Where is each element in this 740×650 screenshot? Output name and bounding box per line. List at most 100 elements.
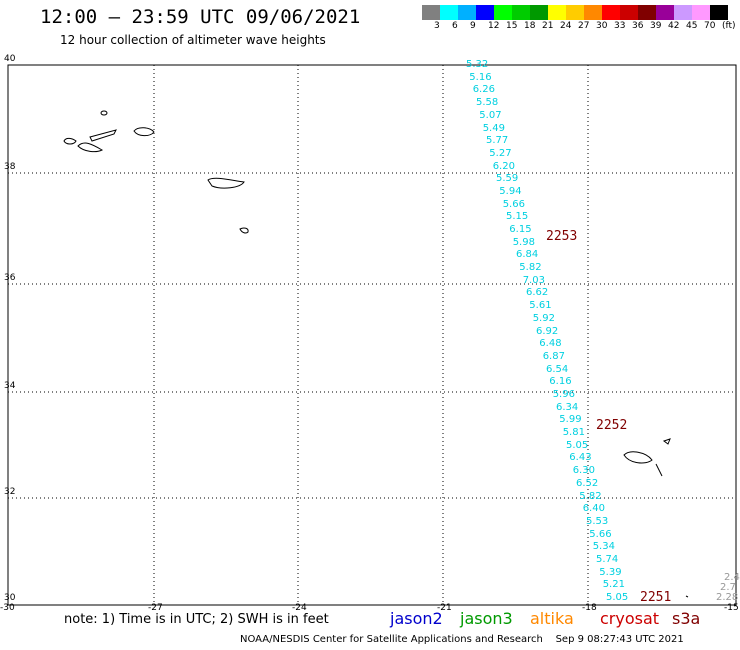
- wave-height-value: 5.96: [552, 389, 575, 400]
- legend-label: 30: [596, 21, 608, 31]
- satellite-name: cryosat: [600, 609, 660, 628]
- legend-label: (ft): [722, 21, 736, 31]
- wave-height-value: 5.77: [486, 135, 509, 147]
- page-title: 12:00 – 23:59 UTC 09/06/2021: [40, 6, 361, 28]
- island: [133, 127, 155, 137]
- edge-value: 2.4: [724, 572, 740, 583]
- legend-label: 18: [524, 21, 536, 31]
- wave-height-value: 6.20: [492, 160, 515, 172]
- x-tick-label: -27: [148, 603, 163, 613]
- satellite-name: s3a: [672, 609, 701, 628]
- wave-height-value: 6.52: [576, 477, 599, 489]
- legend-swatch: [422, 5, 440, 20]
- legend-swatch: [548, 5, 566, 20]
- wave-height-value: 6.30: [572, 465, 595, 477]
- wave-height-value: 5.94: [499, 185, 522, 197]
- edge-value: 2.28: [716, 592, 739, 603]
- wave-height-value: 5.66: [589, 528, 612, 540]
- wave-height-value: 5.59: [496, 173, 519, 185]
- wave-height-value: 5.15: [506, 211, 529, 223]
- wave-height-value: 5.92: [532, 312, 555, 324]
- legend-label: 42: [668, 21, 680, 31]
- wave-height-value: 6.87: [542, 350, 565, 362]
- legend-label: 15: [506, 21, 518, 31]
- island: [655, 463, 663, 477]
- island: [239, 227, 249, 234]
- legend-swatch: [602, 5, 620, 20]
- pass-label: 2253: [546, 229, 578, 244]
- legend-label: 45: [686, 21, 698, 31]
- y-tick-label: 30: [4, 593, 16, 603]
- map-frame: [7, 64, 737, 606]
- satellite-name: jason3: [460, 609, 513, 628]
- legend-label: 33: [614, 21, 626, 31]
- color-legend-labels: 3 6 9 12 15 18 21 24 27 30 33 36 39 42 45 70 (ft): [422, 21, 740, 33]
- island: [662, 438, 671, 445]
- wave-height-value: 6.48: [539, 338, 562, 350]
- wave-height-value: 5.07: [479, 109, 502, 121]
- wave-height-value: 6.16: [549, 376, 572, 388]
- legend-swatch: [512, 5, 530, 20]
- wave-height-value: 5.05: [606, 592, 629, 603]
- wave-height-value: 5.66: [502, 198, 525, 210]
- legend-label: 6: [452, 21, 458, 31]
- legend-swatch: [638, 5, 656, 20]
- wave-height-value: 6.62: [526, 287, 549, 299]
- legend-label: 9: [470, 21, 476, 31]
- island: [207, 177, 245, 189]
- legend-swatch: [620, 5, 638, 20]
- wave-height-value: 6.15: [509, 224, 532, 235]
- wave-height-value: 5.82: [579, 490, 602, 502]
- wave-height-value: 5.82: [519, 262, 542, 273]
- edge-value: 2.7: [720, 582, 736, 593]
- legend-swatch: [440, 5, 458, 20]
- legend-swatch: [458, 5, 476, 20]
- wave-height-value: 5.74: [596, 553, 619, 565]
- x-tick-label: -15: [724, 603, 739, 613]
- x-tick-label: -18: [582, 603, 597, 613]
- island: [63, 137, 77, 145]
- legend-swatch: [692, 5, 710, 20]
- wave-height-value: 5.21: [602, 579, 625, 591]
- y-tick-label: 38: [4, 162, 16, 172]
- legend-swatch: [584, 5, 602, 20]
- note-text: note: 1) Time is in UTC; 2) SWH is in fe…: [64, 612, 329, 627]
- x-tick-label: -30: [0, 603, 15, 613]
- legend-label: 24: [560, 21, 572, 31]
- wave-height-value: 5.98: [512, 236, 535, 248]
- satellite-name: altika: [530, 609, 574, 628]
- legend-label: 12: [488, 21, 500, 31]
- timestamp: Sep 9 08:27:43 UTC 2021: [555, 634, 684, 645]
- x-tick-label: -24: [292, 603, 307, 613]
- y-tick-label: 32: [4, 487, 16, 497]
- wave-height-value: 5.27: [489, 147, 512, 159]
- legend-label: 27: [578, 21, 590, 31]
- legend-swatch: [530, 5, 548, 20]
- island: [89, 129, 117, 142]
- wave-height-value: 5.32: [466, 59, 489, 70]
- wave-height-value: 5.58: [476, 97, 499, 109]
- wave-height-value: 6.84: [516, 249, 539, 261]
- wave-height-value: 5.53: [586, 515, 609, 527]
- legend-swatch: [710, 5, 728, 20]
- legend-label: 39: [650, 21, 662, 31]
- wave-height-value: 6.43: [569, 452, 592, 464]
- wave-height-value: 6.54: [546, 363, 569, 375]
- legend-label: 3: [434, 21, 440, 31]
- wave-height-value: 5.16: [469, 71, 492, 83]
- wave-height-value: 5.61: [529, 300, 552, 312]
- legend-swatch: [566, 5, 584, 20]
- wave-height-value: 5.05: [566, 439, 589, 451]
- legend-swatch: [656, 5, 674, 20]
- wave-height-value: 5.39: [599, 566, 622, 578]
- wave-height-value: 6.92: [536, 325, 559, 337]
- wave-height-value: 5.99: [559, 414, 582, 426]
- y-tick-label: 40: [4, 54, 16, 64]
- legend-swatch: [674, 5, 692, 20]
- island: [100, 110, 108, 116]
- satellite-name: jason2: [390, 609, 443, 628]
- island: [77, 142, 104, 153]
- color-legend: [422, 5, 728, 20]
- legend-label: 21: [542, 21, 554, 31]
